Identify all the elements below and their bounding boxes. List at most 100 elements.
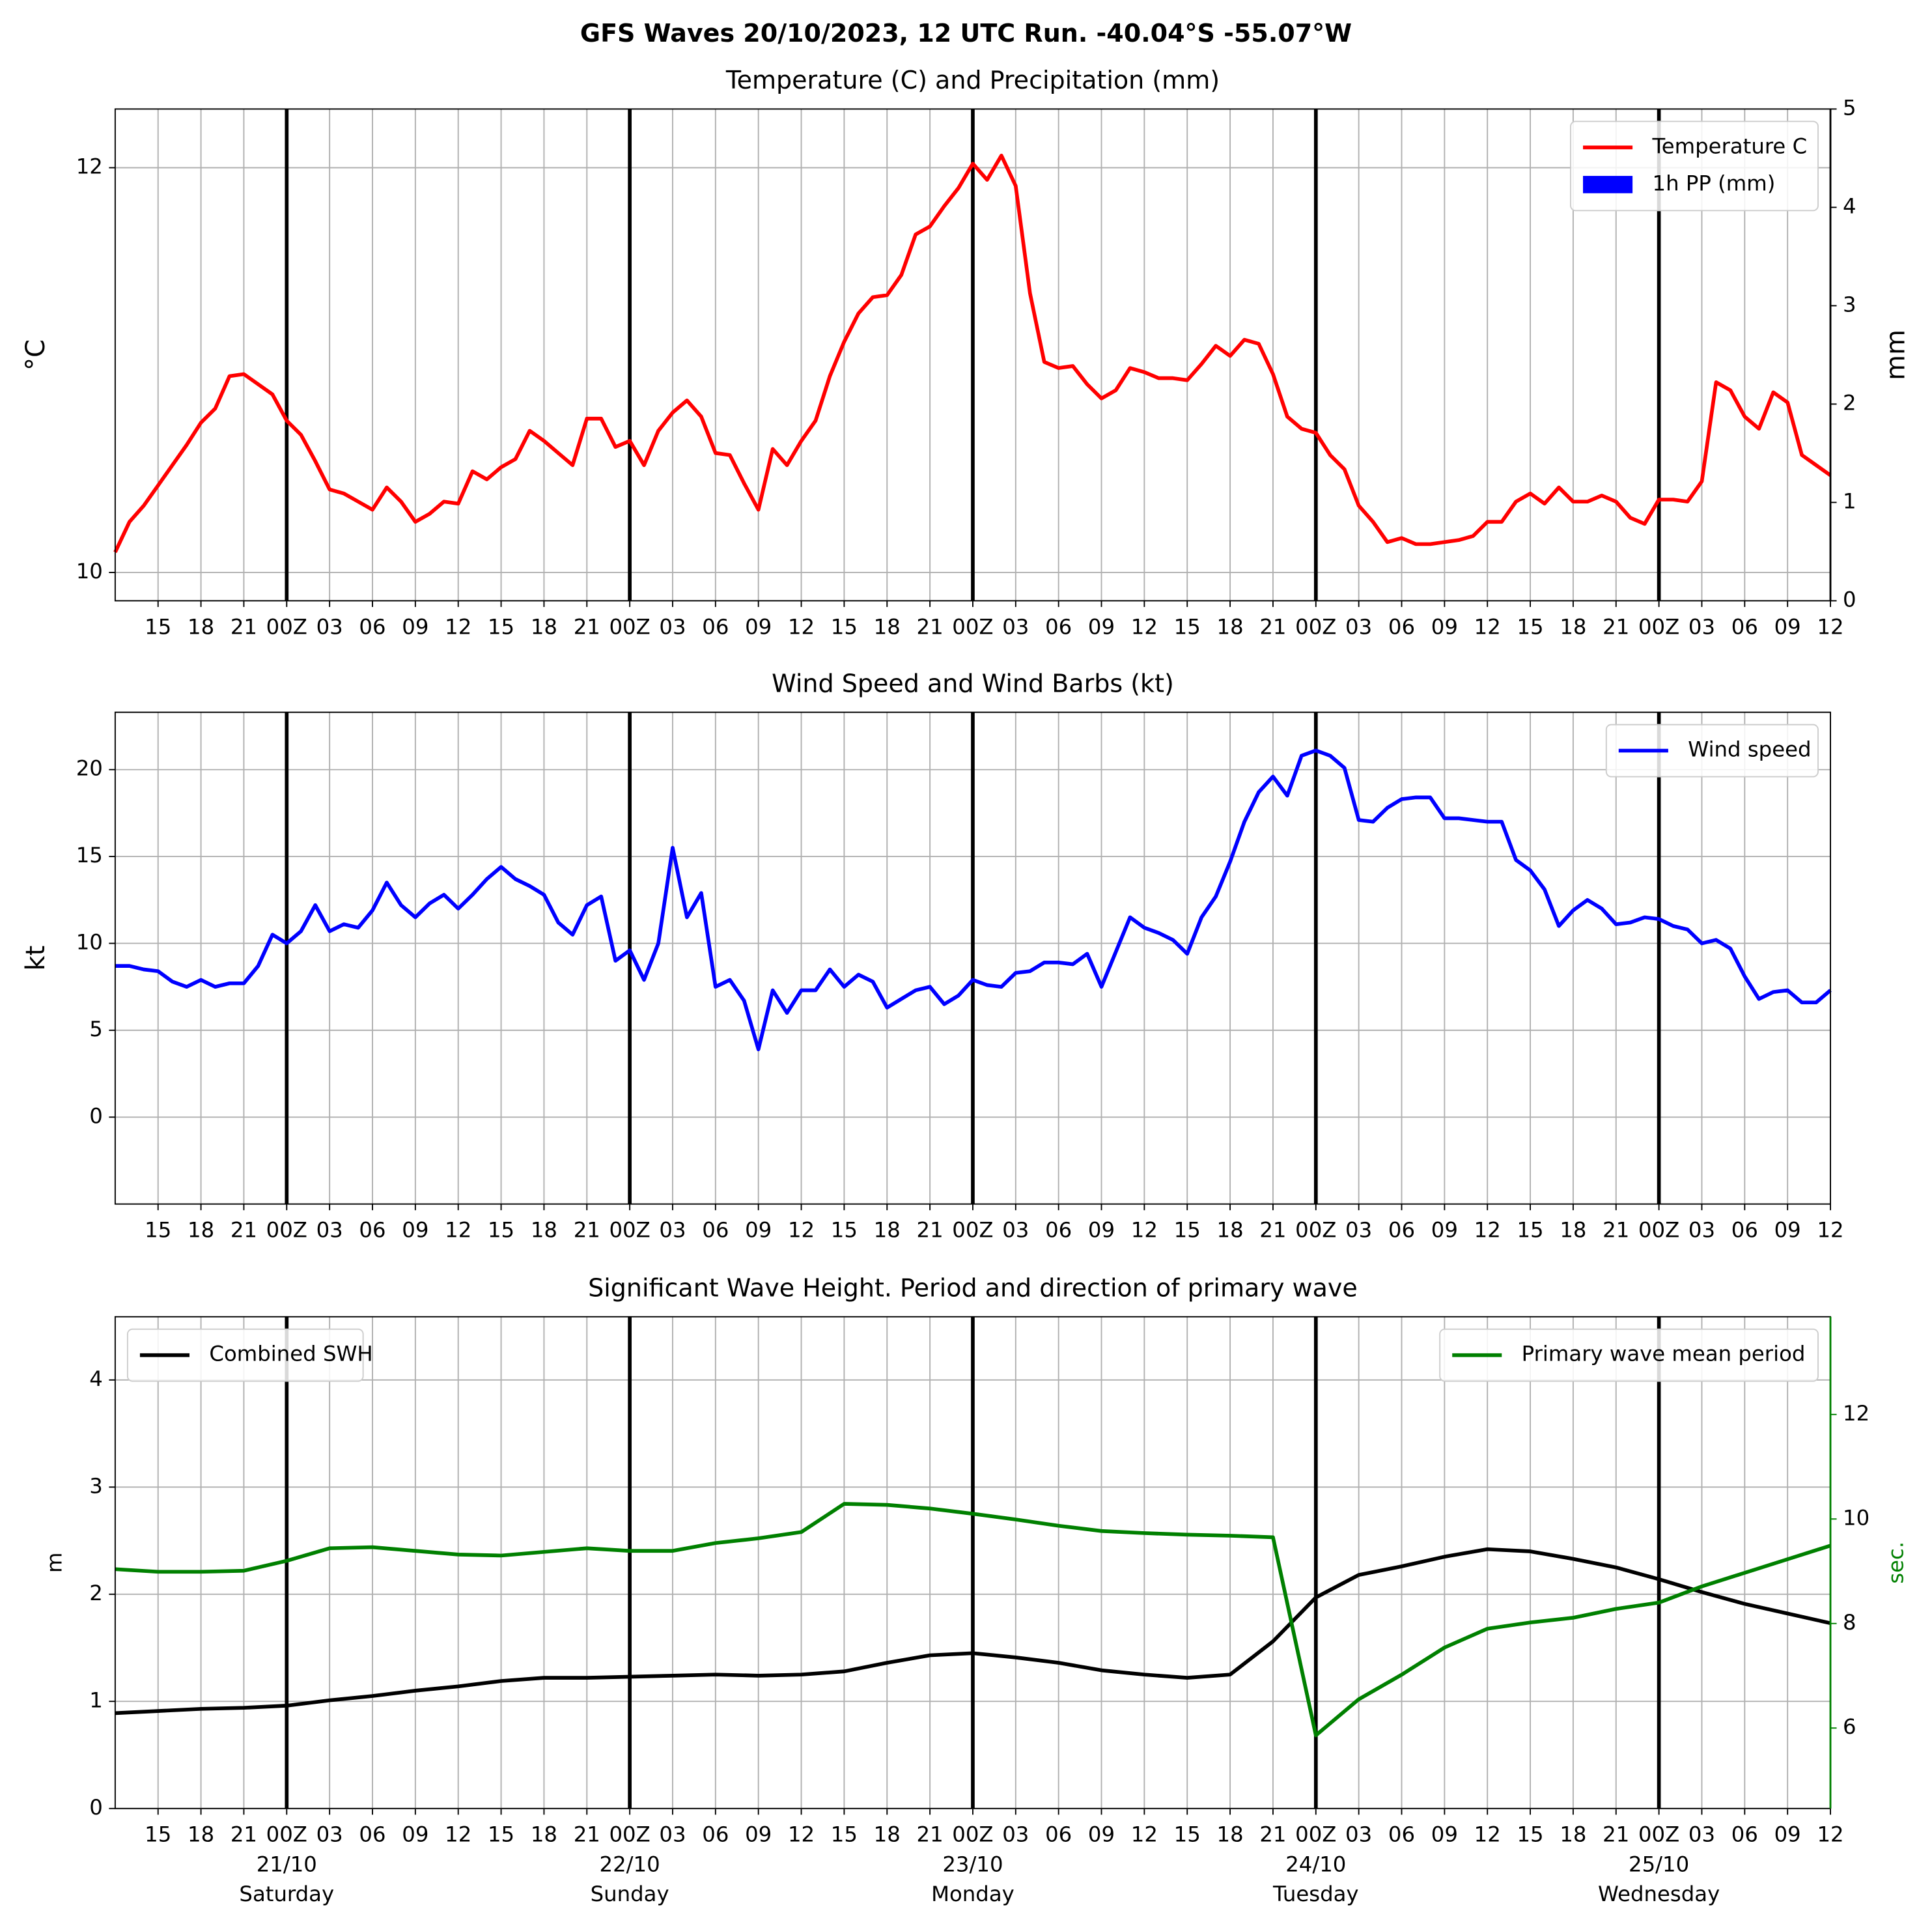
axes-title: Wind Speed and Wind Barbs (kt): [772, 669, 1174, 698]
y2-tick-label: 1: [1843, 488, 1856, 513]
x-tick-label: 06: [1731, 1822, 1758, 1847]
x-tick-label: 06: [702, 614, 729, 639]
x-tick-label: 03: [659, 1218, 686, 1243]
y-tick-label: 20: [76, 756, 103, 781]
legend-box: [1439, 1328, 1819, 1382]
x-tick-label: 15: [488, 614, 514, 639]
x-tick-label: 06: [702, 1218, 729, 1243]
x-tick-label: 21: [1259, 1822, 1286, 1847]
x-tick-label: 00Z: [1295, 614, 1336, 639]
series-line: [115, 1502, 1831, 1738]
y2-tick-label: 6: [1843, 1714, 1856, 1739]
x-tick-label: 09: [745, 1218, 772, 1243]
x-date-label: 25/10: [1629, 1852, 1689, 1876]
x-tick-label: 18: [874, 1218, 901, 1243]
x-tick-label: 12: [1131, 1218, 1158, 1243]
x-tick-label: 06: [1388, 1218, 1415, 1243]
x-day-label: Sunday: [591, 1882, 669, 1906]
x-tick-label: 00Z: [1638, 1822, 1679, 1847]
axes-title: Significant Wave Height. Period and dire…: [588, 1273, 1358, 1302]
y2-axis-label: sec.: [1884, 1542, 1909, 1584]
x-tick-label: 06: [1731, 614, 1758, 639]
x-tick-label: 12: [445, 614, 471, 639]
x-tick-label: 12: [445, 1218, 471, 1243]
x-tick-label: 15: [488, 1218, 514, 1243]
x-tick-label: 06: [1045, 614, 1072, 639]
x-tick-label: 18: [1560, 614, 1586, 639]
x-tick-label: 00Z: [609, 1218, 650, 1243]
x-tick-label: 21: [917, 1822, 944, 1847]
x-tick-label: 18: [1217, 1822, 1244, 1847]
legend-label: Primary wave mean period: [1522, 1342, 1806, 1366]
x-tick-label: 12: [1474, 614, 1501, 639]
y2-axis-label: mm: [1881, 330, 1911, 380]
y-tick-label: 12: [76, 154, 103, 178]
x-tick-label: 18: [188, 1822, 214, 1847]
y-tick-label: 0: [89, 1103, 103, 1128]
x-tick-label: 03: [1688, 1218, 1715, 1243]
x-tick-label: 09: [1431, 614, 1458, 639]
y2-tick-label: 4: [1843, 193, 1856, 218]
x-tick-label: 18: [531, 614, 557, 639]
x-tick-label: 03: [1002, 614, 1029, 639]
x-tick-label: 03: [1002, 1218, 1029, 1243]
axes-title: Temperature (C) and Precipitation (mm): [725, 66, 1220, 94]
y-tick-label: 5: [89, 1017, 103, 1041]
x-day-label: Wednesday: [1598, 1882, 1720, 1906]
x-tick-label: 03: [1345, 614, 1372, 639]
x-date-label: 24/10: [1285, 1852, 1346, 1876]
y-tick-label: 10: [76, 559, 103, 584]
x-date-label: 22/10: [600, 1852, 660, 1876]
x-tick-label: 18: [874, 614, 901, 639]
x-tick-label: 15: [488, 1822, 514, 1847]
x-tick-label: 18: [188, 614, 214, 639]
x-tick-label: 00Z: [609, 1822, 650, 1847]
x-tick-label: 09: [1088, 614, 1115, 639]
x-tick-label: 09: [1088, 1822, 1115, 1847]
x-date-label: 21/10: [257, 1852, 317, 1876]
x-tick-label: 15: [145, 1218, 171, 1243]
x-tick-label: 12: [788, 1218, 815, 1243]
x-tick-label: 09: [1774, 1218, 1801, 1243]
y-tick-label: 10: [76, 929, 103, 954]
x-tick-label: 21: [231, 1218, 257, 1243]
legend-label: Temperature C: [1652, 134, 1808, 158]
x-tick-label: 15: [1174, 1218, 1201, 1243]
x-tick-label: 03: [316, 1218, 343, 1243]
x-tick-label: 06: [1045, 1218, 1072, 1243]
x-tick-label: 03: [659, 1822, 686, 1847]
x-tick-label: 09: [1088, 1218, 1115, 1243]
x-tick-label: 12: [788, 1822, 815, 1847]
x-tick-label: 18: [1217, 614, 1244, 639]
x-tick-label: 09: [402, 1218, 428, 1243]
y-axis-label: °C: [21, 339, 51, 371]
x-tick-label: 06: [1388, 1822, 1415, 1847]
y-tick-label: 0: [89, 1795, 103, 1820]
y2-tick-label: 10: [1843, 1505, 1869, 1530]
x-tick-label: 03: [1688, 614, 1715, 639]
x-tick-label: 00Z: [1638, 614, 1679, 639]
x-tick-label: 12: [1474, 1822, 1501, 1847]
x-tick-label: 00Z: [1295, 1822, 1336, 1847]
x-tick-label: 06: [1731, 1218, 1758, 1243]
x-tick-label: 21: [1259, 614, 1286, 639]
x-tick-label: 09: [745, 614, 772, 639]
legend-box: [1605, 724, 1819, 778]
x-tick-label: 09: [402, 1822, 428, 1847]
x-day-label: Tuesday: [1272, 1882, 1359, 1906]
x-tick-label: 18: [1560, 1218, 1586, 1243]
x-tick-label: 18: [1560, 1822, 1586, 1847]
x-tick-label: 21: [574, 614, 600, 639]
x-tick-label: 06: [1045, 1822, 1072, 1847]
x-tick-label: 06: [359, 614, 385, 639]
x-tick-label: 03: [1688, 1822, 1715, 1847]
x-tick-label: 15: [1517, 614, 1543, 639]
x-tick-label: 21: [1259, 1218, 1286, 1243]
y-tick-label: 15: [76, 843, 103, 868]
figure-title: GFS Waves 20/10/2023, 12 UTC Run. -40.04…: [580, 19, 1352, 48]
x-tick-label: 18: [531, 1218, 557, 1243]
y-tick-label: 3: [89, 1473, 103, 1498]
x-tick-label: 18: [874, 1822, 901, 1847]
x-tick-label: 00Z: [1638, 1218, 1679, 1243]
